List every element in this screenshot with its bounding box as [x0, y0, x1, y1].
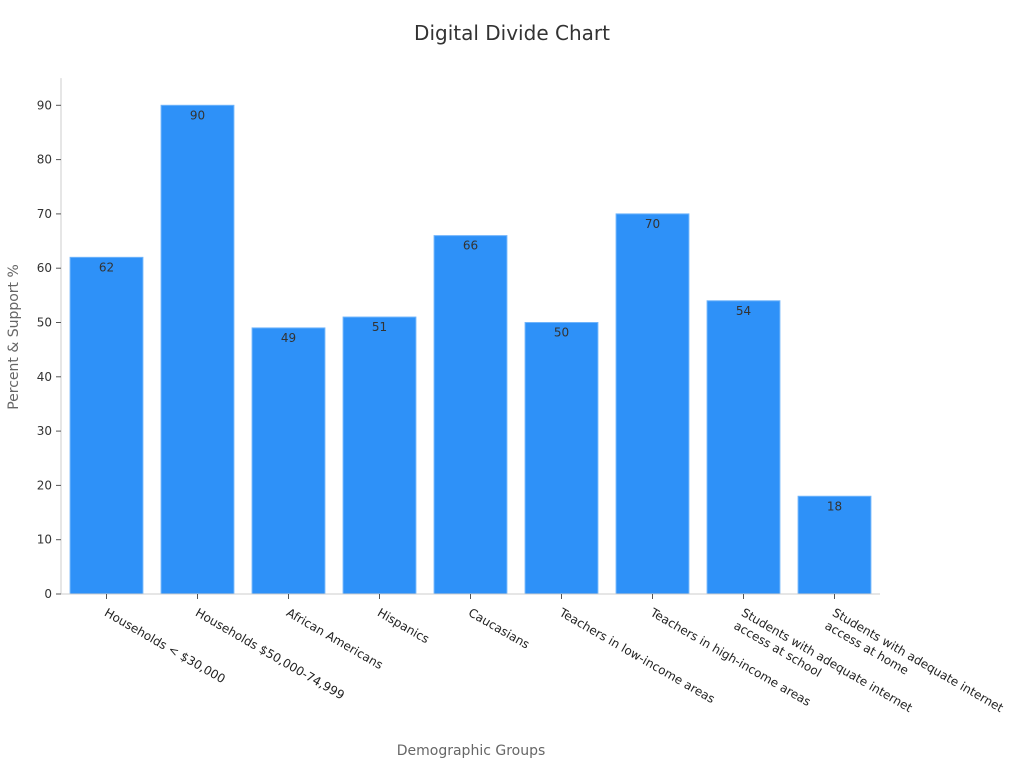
bar	[706, 300, 781, 595]
bar	[797, 495, 872, 595]
svg-text:Teachers in low-income areas: Teachers in low-income areas	[556, 605, 717, 706]
bar-value-label: 51	[372, 320, 387, 334]
x-tick-label: Households $50,000-74,999	[193, 605, 347, 702]
bar-value-label: 54	[736, 304, 751, 318]
svg-text:Households $50,000-74,999: Households $50,000-74,999	[193, 605, 347, 702]
bar-value-label: 50	[554, 326, 569, 340]
y-tick-label: 90	[37, 98, 52, 112]
y-tick-label: 30	[37, 424, 52, 438]
x-tick-label: Caucasians	[466, 605, 532, 651]
bar	[160, 104, 235, 595]
bars-group: 62 90 49 51 66 50 70 54 18	[69, 104, 872, 595]
svg-text:Hispanics: Hispanics	[375, 605, 432, 646]
bar	[524, 322, 599, 595]
bar-value-label: 62	[99, 260, 114, 274]
y-tick-label: 70	[37, 207, 52, 221]
bar	[433, 235, 508, 595]
y-axis-label: Percent & Support %	[6, 264, 22, 410]
y-tick-label: 80	[37, 153, 52, 167]
bar-value-label: 70	[645, 217, 660, 231]
y-tick-label: 50	[37, 316, 52, 330]
y-tick-label: 20	[37, 478, 52, 492]
bar	[615, 213, 690, 595]
y-tick-label: 0	[44, 587, 52, 601]
bar	[251, 327, 326, 595]
x-tick-label: Hispanics	[375, 605, 432, 646]
bar-value-label: 90	[190, 108, 205, 122]
bar-value-label: 49	[281, 331, 296, 345]
svg-text:Caucasians: Caucasians	[466, 605, 532, 651]
bar-value-label: 18	[827, 499, 842, 513]
chart-title: Digital Divide Chart	[414, 21, 610, 45]
bar	[342, 316, 417, 595]
y-tick-label: 40	[37, 370, 52, 384]
y-tick-label: 10	[37, 533, 52, 547]
x-tick-label: Teachers in low-income areas	[556, 605, 717, 706]
x-axis-label: Demographic Groups	[397, 743, 546, 759]
y-tick-label: 60	[37, 261, 52, 275]
bar-value-label: 66	[463, 239, 478, 253]
y-axis: 0 10 20 30 40 50 60 70 80 90	[37, 78, 62, 601]
bar	[69, 256, 144, 595]
